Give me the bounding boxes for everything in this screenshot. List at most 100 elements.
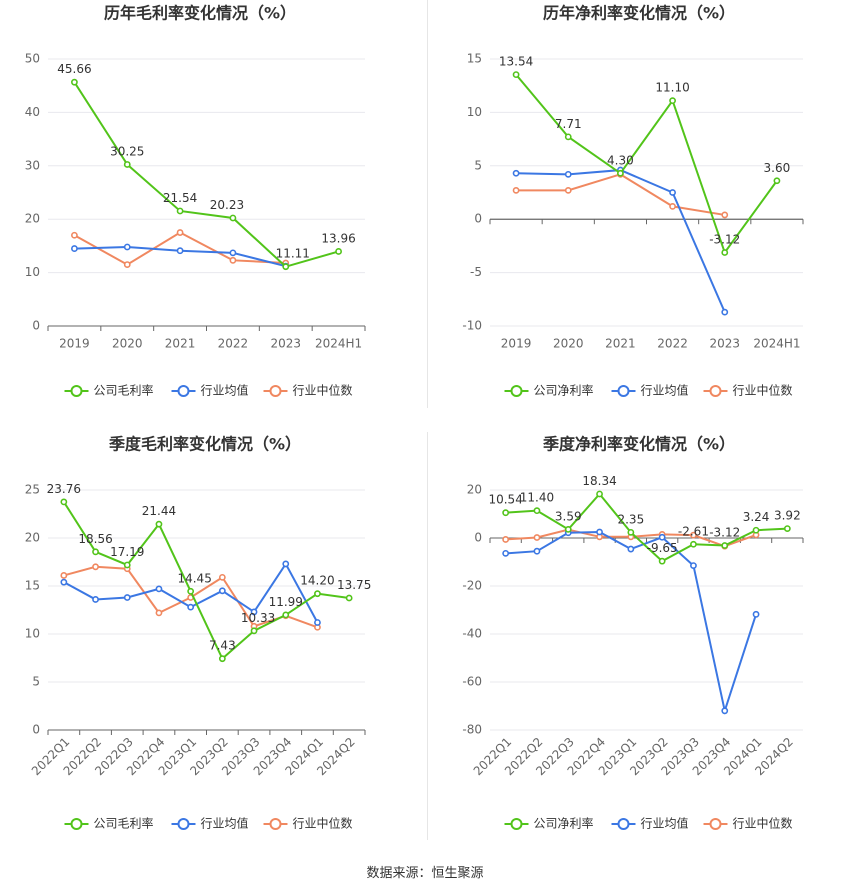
data-point-company[interactable] [60,498,68,506]
data-point-industry_median[interactable] [502,536,510,543]
data-point-industry_median[interactable] [71,231,78,239]
data-point-company[interactable] [176,207,184,215]
data-point-company[interactable] [564,133,572,141]
legend-item-industry_avg[interactable]: 行业均值 [611,383,689,398]
data-point-industry_avg[interactable] [187,603,195,611]
data-point-company[interactable] [92,548,99,556]
data-label: 11.10 [655,81,689,95]
data-point-company[interactable] [773,177,781,185]
data-label: 3.60 [764,161,791,175]
data-point-industry_median[interactable] [690,531,697,539]
data-point-company[interactable] [123,561,131,569]
legend-item-company[interactable]: 公司毛利率 [64,383,154,398]
data-point-industry_avg[interactable] [752,610,760,618]
data-point-industry_avg[interactable] [123,243,131,251]
data-point-industry_median[interactable] [92,563,99,571]
data-point-industry_avg[interactable] [627,545,635,553]
legend-item-industry_median[interactable]: 行业中位数 [703,383,793,398]
x-tick-label: 2022 [218,337,249,351]
series-line-company [73,81,339,268]
legend-label: 行业中位数 [293,383,353,398]
series-line-industry_avg [516,169,726,313]
legend-item-company[interactable]: 公司净利率 [504,383,594,398]
data-point-industry_avg[interactable] [690,562,697,569]
data-point-company[interactable] [627,528,635,536]
data-point-company[interactable] [596,490,603,498]
data-point-industry_avg[interactable] [155,585,163,593]
data-point-industry_avg[interactable] [564,170,572,178]
data-point-company[interactable] [250,627,258,635]
data-point-industry_median[interactable] [176,229,184,236]
data-point-industry_median[interactable] [564,186,572,194]
y-tick-label: 0 [32,319,40,333]
legend-item-industry_median[interactable]: 行业中位数 [703,816,793,831]
data-point-industry_avg[interactable] [92,596,99,603]
legend-item-company[interactable]: 公司净利率 [504,816,594,831]
data-point-company[interactable] [564,525,572,533]
data-point-company[interactable] [187,587,195,595]
data-point-company[interactable] [123,161,131,168]
data-point-industry_avg[interactable] [533,547,541,555]
data-point-industry_avg[interactable] [123,594,131,601]
legend-item-company[interactable]: 公司毛利率 [64,816,154,831]
data-point-company[interactable] [282,611,290,619]
data-point-industry_avg[interactable] [314,619,321,626]
vertical-divider-bottom [427,432,428,840]
data-point-industry_avg[interactable] [721,308,729,316]
data-point-company[interactable] [783,525,791,532]
data-point-company[interactable] [617,169,624,177]
data-point-industry_avg[interactable] [658,533,666,541]
legend-item-industry_avg[interactable]: 行业均值 [171,816,249,831]
data-point-industry_avg[interactable] [669,189,676,196]
data-point-company[interactable] [218,655,226,663]
data-point-industry_median[interactable] [60,572,68,579]
data-point-industry_avg[interactable] [218,587,226,595]
legend-item-industry_avg[interactable]: 行业均值 [611,816,689,831]
legend-label: 公司毛利率 [94,383,154,398]
data-point-company[interactable] [314,590,321,598]
legend-item-industry_median[interactable]: 行业中位数 [263,816,353,831]
y-tick-label: 15 [25,579,40,593]
legend-item-industry_avg[interactable]: 行业均值 [171,383,249,398]
data-point-industry_avg[interactable] [250,608,258,616]
x-tick-label: 2021 [165,337,196,351]
data-point-company[interactable] [282,263,290,271]
data-point-company[interactable] [658,557,666,565]
data-point-company[interactable] [345,594,353,602]
data-point-company[interactable] [335,248,342,255]
y-tick-label: 5 [474,158,482,172]
data-point-company[interactable] [502,509,510,517]
data-point-industry_avg[interactable] [71,245,78,252]
data-point-industry_median[interactable] [669,202,676,210]
data-point-company[interactable] [155,520,163,528]
data-point-industry_median[interactable] [218,573,226,581]
legend-swatch-marker [177,385,190,397]
data-point-company[interactable] [721,249,729,256]
data-point-company[interactable] [533,507,541,515]
legend-swatch-marker [70,818,83,830]
y-tick-label: -20 [462,579,482,593]
data-point-industry_avg[interactable] [282,560,290,568]
data-point-industry_avg[interactable] [60,578,68,586]
data-point-company[interactable] [690,540,697,548]
data-point-industry_avg[interactable] [176,247,184,255]
data-point-industry_avg[interactable] [596,528,603,536]
data-point-company[interactable] [669,97,676,105]
data-point-industry_median[interactable] [123,261,131,268]
data-point-industry_avg[interactable] [502,549,510,557]
data-point-company[interactable] [71,78,78,86]
legend-item-industry_median[interactable]: 行业中位数 [263,383,353,398]
data-point-industry_avg[interactable] [512,169,520,177]
chart-title: 历年净利率变化情况（%） [543,4,735,23]
data-point-company[interactable] [229,214,237,222]
data-point-company[interactable] [512,71,520,78]
data-point-industry_median[interactable] [721,211,729,219]
data-point-industry_median[interactable] [512,186,520,194]
data-point-industry_median[interactable] [533,534,541,541]
data-point-company[interactable] [752,526,760,534]
data-point-industry_avg[interactable] [229,249,237,257]
data-point-industry_median[interactable] [155,609,163,617]
data-point-industry_avg[interactable] [721,707,729,715]
data-point-industry_median[interactable] [229,256,237,264]
data-point-company[interactable] [721,542,729,549]
